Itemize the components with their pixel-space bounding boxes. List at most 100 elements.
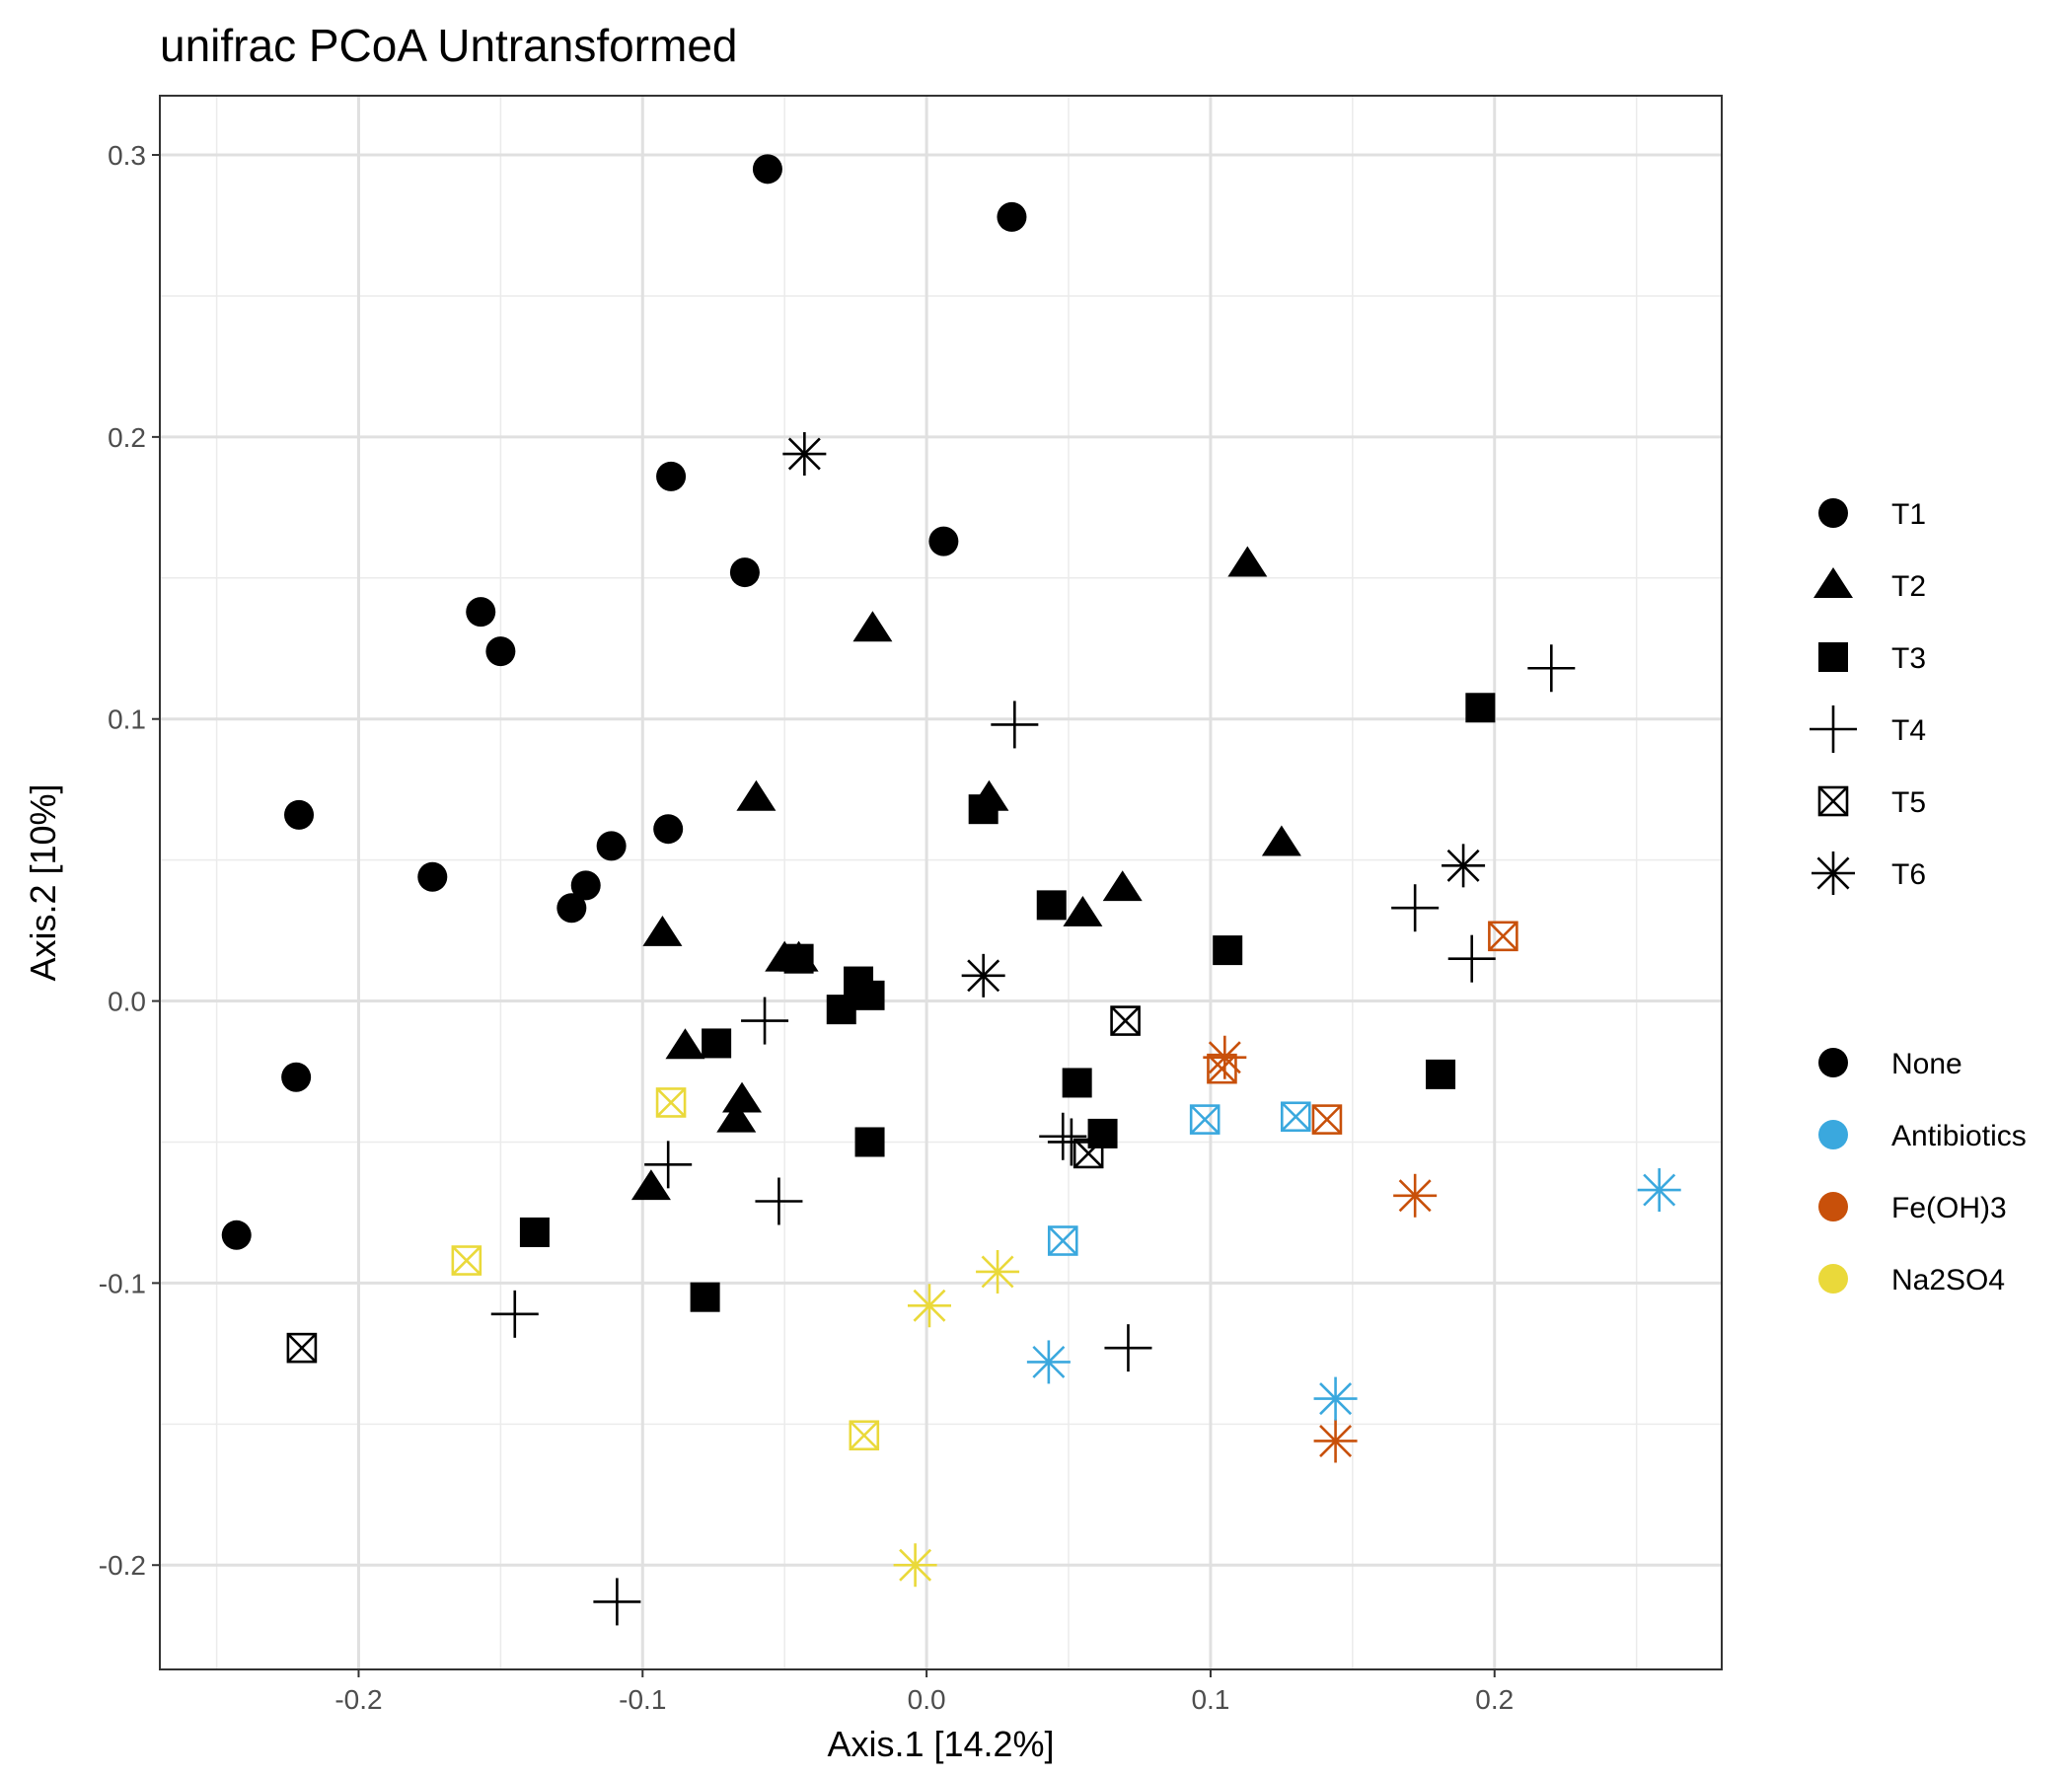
legend-key-t4 [1810,705,1857,753]
point-t4-none [1391,884,1440,932]
y-tick-label: -0.2 [99,1550,146,1581]
point-t3-none [783,943,814,974]
point-t5-fe-oh-3 [1311,1104,1343,1135]
point-t5-none [1073,1138,1104,1169]
point-t6-antibiotics [1026,1340,1071,1384]
legend-label-t1: T1 [1891,498,1926,531]
legend-key-t6 [1812,851,1855,895]
point-t2-none [716,1101,757,1133]
y-tick-label: 0.2 [108,422,146,453]
point-t2-none [1063,895,1103,926]
data-points [221,154,1681,1626]
point-t6-fe-oh-3 [1203,1035,1247,1079]
legend-color: None Antibiotics Fe(OH)3 Na2SO4 [1818,1048,2027,1296]
point-t1-none [656,461,687,491]
point-t6-fe-oh-3 [1313,1419,1358,1463]
point-t4-none [1104,1324,1152,1372]
y-tick-label: -0.1 [99,1268,146,1298]
legend-key-fe-oh-3 [1818,1192,1848,1221]
x-axis-title: Axis.1 [14.2%] [827,1724,1054,1764]
point-t2-none [852,611,893,642]
legend-label-t3: T3 [1891,642,1926,675]
legend-key-na2so4 [1818,1264,1848,1294]
point-t1-none [653,814,684,845]
point-t1-none [997,201,1027,232]
gridlines [160,96,1722,1669]
point-t4-none [644,1141,693,1189]
point-t4-none [741,997,789,1045]
point-t3-none [854,980,885,1010]
point-t6-fe-oh-3 [1393,1173,1438,1218]
point-t2-none [1227,546,1268,577]
point-t4-none [755,1177,803,1225]
point-t1-none [485,636,516,667]
point-t1-none [284,799,315,830]
point-t3-none [1213,935,1243,966]
legend-label-na2so4: Na2SO4 [1891,1264,2005,1296]
point-t2-none [722,1081,763,1113]
legend-label-t2: T2 [1891,570,1926,603]
point-t1-none [466,597,496,628]
point-t4-none [593,1578,641,1626]
x-tick-label: -0.1 [619,1684,666,1715]
point-t3-none [1062,1068,1092,1098]
point-t5-none [286,1332,318,1364]
point-t2-none [630,1169,671,1201]
point-t3-none [968,794,999,825]
legend-label-antibiotics: Antibiotics [1891,1120,2027,1152]
point-t3-none [1426,1059,1456,1089]
point-t6-na2so4 [907,1284,951,1328]
point-t6-none [782,432,827,477]
y-axis-ticks: -0.2 -0.1 0.0 0.1 0.2 0.3 [99,140,160,1581]
legend-label-fe-oh-3: Fe(OH)3 [1891,1192,2007,1224]
legend-key-t3 [1818,642,1848,672]
point-t3-none [1465,693,1496,723]
legend-label-none: None [1891,1048,1962,1080]
point-t6-antibiotics [1637,1168,1681,1213]
point-t5-antibiotics [1047,1225,1078,1256]
point-t4-none [1447,934,1496,983]
point-t5-na2so4 [655,1087,687,1118]
point-t2-none [665,1028,705,1060]
point-t3-none [519,1217,550,1247]
point-t1-none [729,557,760,588]
point-t5-na2so4 [451,1245,482,1276]
legend-label-t5: T5 [1891,786,1926,819]
point-t5-fe-oh-3 [1488,921,1518,952]
point-t2-none [1261,825,1301,856]
point-t1-none [596,831,627,861]
point-t5-none [1110,1005,1141,1036]
legend-shape: T1 T2 T3 T4 T5 T6 [1810,498,1926,895]
y-tick-label: 0.1 [108,704,146,735]
y-tick-label: 0.3 [108,140,146,171]
point-t6-na2so4 [893,1543,937,1588]
point-t6-na2so4 [976,1249,1020,1294]
chart-title: unifrac PCoA Untransformed [160,20,738,71]
legend-label-t6: T6 [1891,858,1926,891]
point-t1-none [281,1062,312,1092]
y-tick-label: 0.0 [108,987,146,1017]
legend-key-t1 [1818,498,1848,528]
x-tick-label: -0.2 [334,1684,382,1715]
point-t1-none [928,526,959,556]
point-t1-none [556,893,587,924]
point-t4-none [490,1290,539,1338]
point-t3-none [1036,890,1067,921]
point-t3-none [826,995,856,1025]
point-t2-none [642,915,683,946]
point-t3-none [854,1127,885,1157]
point-t1-none [752,154,782,185]
point-t6-none [961,953,1005,998]
x-tick-label: 0.0 [908,1684,946,1715]
legend-key-t2 [1813,567,1853,598]
point-t1-none [417,861,448,892]
point-t2-none [1102,870,1143,902]
legend-key-antibiotics [1818,1120,1848,1149]
x-axis-ticks: -0.2 -0.1 0.0 0.1 0.2 [334,1669,1514,1715]
point-t4-none [1047,1118,1095,1166]
point-t4-none [1039,1112,1087,1160]
legend-key-t5 [1817,785,1849,817]
legend-label-t4: T4 [1891,714,1926,747]
